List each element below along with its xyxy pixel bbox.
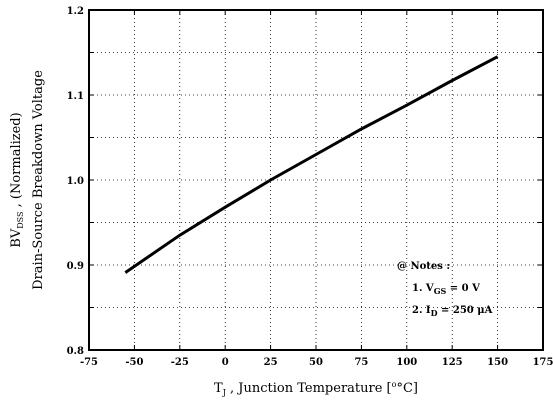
x-tick-label: 0 [222,357,229,368]
y-tick-label: 0.9 [67,261,84,272]
x-tick-label: -25 [171,357,189,368]
notes-annotation: @ Notes : 1. VGS = 0 V 2. ID = 250 μA [397,261,493,318]
y-tick-label: 1.1 [67,91,84,102]
x-tick-label: -50 [125,357,143,368]
x-tick-label: 25 [264,357,278,368]
x-tick-label: 175 [533,357,553,368]
grid [89,10,543,350]
y-tick-label: 1.0 [67,176,84,187]
x-tick-label: 75 [354,357,368,368]
series-line [124,55,499,274]
y-axis-label-line1: BVDSS , (Normalized) [9,112,25,247]
x-tick-label: 150 [487,357,508,368]
axis-ticks [88,9,544,351]
y-tick-label: 0.8 [67,346,84,357]
note-1: 1. VGS = 0 V [412,283,480,296]
y-axis-label-line2: Drain-Source Breakdown Voltage [31,70,46,290]
y-tick-labels: 0.8 0.9 1.0 1.1 1.2 [67,6,84,357]
note-2: 2. ID = 250 μA [412,305,493,318]
x-tick-label: 100 [396,357,417,368]
x-tick-labels: -75 -50 -25 0 25 50 75 100 125 150 175 [80,357,553,368]
x-tick-label: 50 [309,357,323,368]
x-axis-label: TJ , Junction Temperature [o°C] [214,380,418,397]
x-tick-label: 125 [442,357,463,368]
x-tick-label: -75 [80,357,98,368]
y-tick-label: 1.2 [67,6,84,17]
notes-heading: @ Notes : [397,261,450,272]
